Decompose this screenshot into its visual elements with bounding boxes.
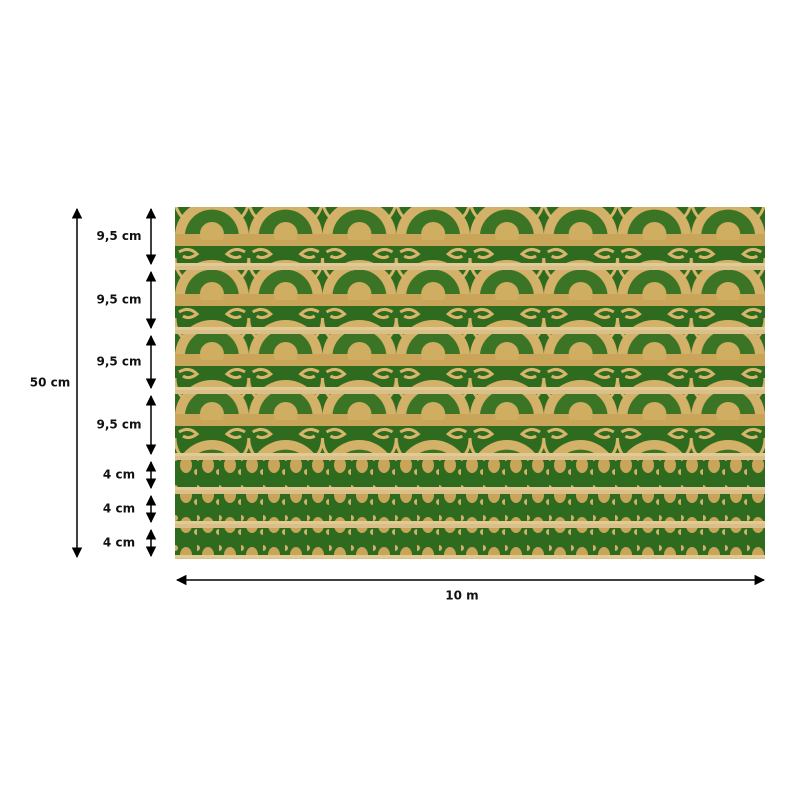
strip (175, 460, 765, 490)
strip-edge (175, 521, 765, 524)
strip-edge (175, 453, 765, 456)
strip (175, 394, 765, 456)
height-label: 50 cm (30, 376, 71, 390)
strip (175, 334, 765, 390)
strip-edge (175, 327, 765, 330)
strip-edge (175, 263, 765, 266)
strip-label: 4 cm (103, 536, 135, 550)
strip (175, 207, 765, 266)
strip (175, 270, 765, 330)
strip (175, 528, 765, 558)
strip-label: 9,5 cm (96, 293, 141, 307)
strip-edge (175, 487, 765, 490)
strip-edge (175, 555, 765, 558)
width-label: 10 m (445, 589, 478, 603)
strip (175, 494, 765, 524)
strip-label: 4 cm (103, 502, 135, 516)
strip-label: 4 cm (103, 468, 135, 482)
strip-label: 9,5 cm (96, 418, 141, 432)
border-strips (175, 207, 765, 558)
strip-edge (175, 387, 765, 390)
strip-label: 9,5 cm (96, 355, 141, 369)
strip-label: 9,5 cm (96, 229, 141, 243)
